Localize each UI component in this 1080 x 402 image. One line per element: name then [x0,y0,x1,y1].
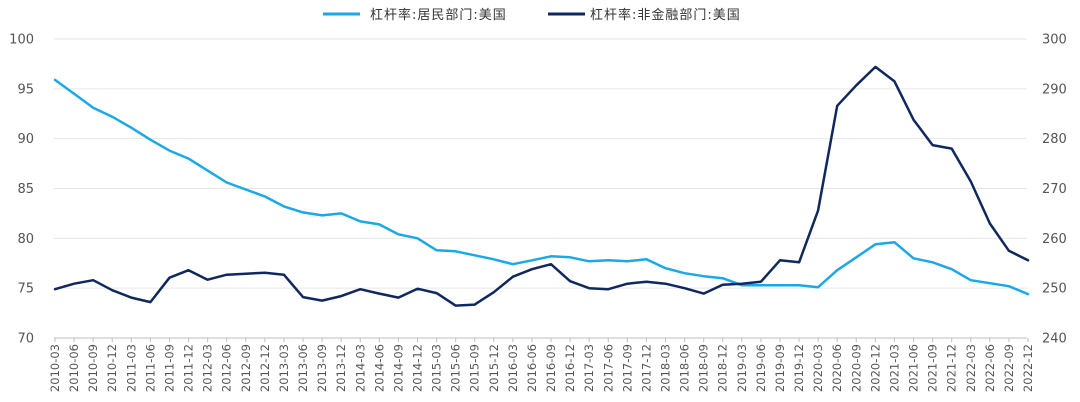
x-tick-label: 2021-12 [945,344,959,392]
x-tick-label: 2018-09 [697,344,711,392]
x-tick-label: 2011-03 [124,344,138,392]
legend-label-1: 杠杆率:居民部门:美国 [370,7,507,23]
x-tick-label: 2015-06 [449,344,463,392]
x-tick-label: 2010-03 [48,344,62,392]
x-tick-label: 2017-03 [582,344,596,392]
legend-label-2: 杠杆率:非金融部门:美国 [590,7,741,23]
series-line-1 [53,78,1030,296]
x-tick-label: 2013-09 [315,344,329,392]
x-tick-label: 2021-06 [907,344,921,392]
x-tick-label: 2017-06 [601,344,615,392]
x-tick-label: 2020-09 [849,344,863,392]
x-tick-label: 2021-03 [887,344,901,392]
x-axis: 2010-03 2010-06 2010-09 2010-12 2011-03 2011-… [48,338,1035,392]
x-tick-label: 2016-09 [544,344,558,392]
x-tick-label: 2021-09 [926,344,940,392]
x-tick-label: 2014-12 [410,344,424,392]
legend: 杠杆率:居民部门:美国 杠杆率:非金融部门:美国 [323,7,741,23]
x-tick-label: 2012-12 [258,344,272,392]
x-tick-label: 2013-06 [296,344,310,392]
x-tick-label: 2019-06 [754,344,768,392]
x-tick-label: 2010-06 [67,344,81,392]
x-tick-label: 2020-03 [811,344,825,392]
gridlines [54,38,1027,339]
x-tick-label: 2011-09 [162,344,176,392]
y-axis-right: 240 250 260 270 280 290 300 [1042,33,1067,347]
x-tick-label: 2010-09 [86,344,100,392]
y-tick-label-left: 85 [17,182,34,197]
x-tick-label: 2017-09 [620,344,634,392]
x-tick-label: 2016-06 [525,344,539,392]
x-tick-label: 2020-06 [830,344,844,392]
y-tick-label-left: 90 [17,132,34,147]
x-tick-label: 2022-06 [983,344,997,392]
x-tick-label: 2020-12 [868,344,882,392]
x-tick-label: 2015-12 [487,344,501,392]
y-tick-label-right: 270 [1042,182,1067,197]
x-tick-label: 2014-09 [391,344,405,392]
x-tick-label: 2018-12 [716,344,730,392]
x-tick-label: 2012-06 [220,344,234,392]
x-tick-label: 2013-03 [277,344,291,392]
y-tick-label-right: 280 [1042,132,1067,147]
x-tick-label: 2014-03 [353,344,367,392]
x-tick-label: 2016-03 [506,344,520,392]
y-tick-label-right: 240 [1042,332,1067,347]
y-tick-label-right: 260 [1042,232,1067,247]
x-tick-label: 2013-12 [334,344,348,392]
x-tick-label: 2011-06 [143,344,157,392]
x-tick-label: 2022-09 [1002,344,1016,392]
y-tick-label-left: 75 [17,282,34,297]
y-tick-label-right: 250 [1042,282,1067,297]
x-tick-label: 2019-12 [792,344,806,392]
y-tick-label-right: 300 [1042,33,1067,48]
y-tick-label-left: 70 [17,332,34,347]
y-tick-label-right: 290 [1042,82,1067,97]
y-tick-label-left: 100 [9,33,34,48]
x-tick-label: 2015-09 [468,344,482,392]
y-tick-label-left: 95 [17,82,34,97]
x-tick-label: 2017-12 [639,344,653,392]
series-line-2 [53,65,1030,307]
y-tick-label-left: 80 [17,232,34,247]
x-tick-label: 2018-06 [678,344,692,392]
x-tick-label: 2022-03 [964,344,978,392]
x-tick-label: 2019-03 [735,344,749,392]
x-tick-label: 2012-03 [201,344,215,392]
y-axis-left: 70 75 80 85 90 95 100 [9,33,34,347]
x-tick-label: 2010-12 [105,344,119,392]
x-tick-label: 2018-03 [659,344,673,392]
x-tick-label: 2012-09 [239,344,253,392]
x-tick-label: 2011-12 [182,344,196,392]
x-tick-label: 2015-03 [430,344,444,392]
x-tick-label: 2014-06 [372,344,386,392]
x-tick-label: 2016-12 [563,344,577,392]
x-tick-label: 2022-12 [1021,344,1035,392]
x-tick-label: 2019-09 [773,344,787,392]
series-lines [53,65,1030,307]
